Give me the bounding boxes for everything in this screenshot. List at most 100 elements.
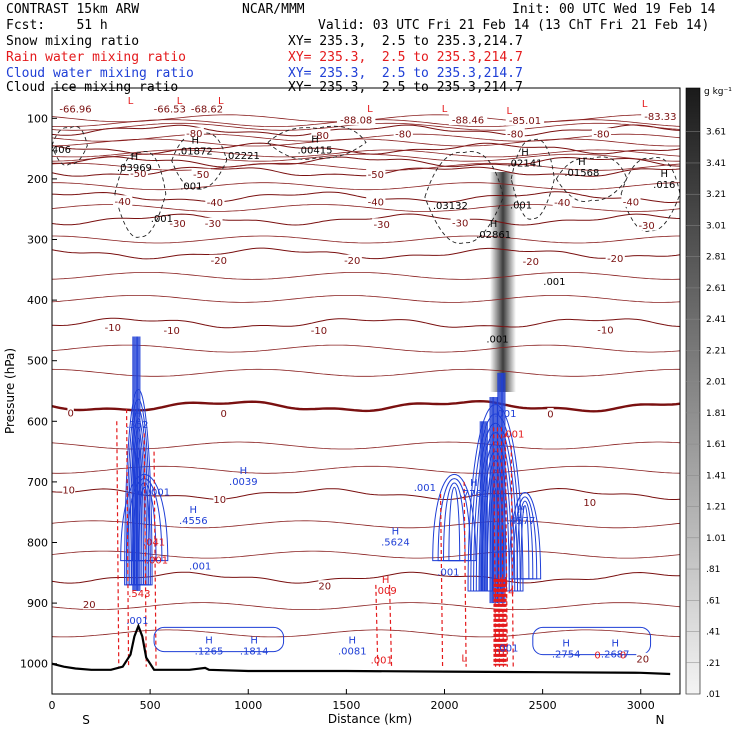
extremum-marker: H [392,526,400,537]
extremum-marker: H [562,639,570,650]
y-tick-label: 200 [27,173,48,186]
colorbar-label: 1.41 [706,471,726,481]
extremum-marker: H [191,136,199,147]
isotherm-line [52,571,680,584]
rain-water-contour [116,421,120,667]
colorbar-label: 2.21 [706,346,726,356]
y-tick-label: 100 [27,112,48,125]
extremum-value: .001 [146,556,168,567]
terrain-line [52,623,671,676]
isotherm-line [52,550,680,559]
y-tick-label: 900 [27,597,48,610]
extremum-value: .001 [502,430,524,441]
isotherm-label: -88.46 [452,116,484,127]
cloud-water-contour [516,500,534,580]
center-label: NCAR/MMM [242,2,305,17]
isotherm-line [52,142,680,155]
isotherm-label-bg [205,196,225,208]
colorbar-label: .41 [706,628,720,638]
y-tick-label: 300 [27,234,48,247]
legend-rain-name: Rain water mixing ratio [6,50,187,65]
extremum-value: 1.14 [492,587,514,598]
x-tick-label: 0 [49,699,56,712]
extremum-value: .001 [148,488,170,499]
extremum-value: .5624 [381,537,410,548]
forecast-hour: Fcst: 51 h [6,18,108,33]
x-tick-label: 3000 [627,699,655,712]
isotherm-label: 20 [318,582,331,593]
cloud-ice-contours [52,125,680,244]
extremum-value: .02141 [507,159,542,170]
isotherm-label-bg [637,219,657,231]
y-tick-label: 700 [27,476,48,489]
isotherm-label-bg [113,195,133,207]
isotherm-label: -50 [193,170,209,181]
y-tick-label: 600 [27,415,48,428]
extremum-marker: L [177,96,183,107]
init-time: Init: 00 UTC Wed 19 Feb 14 [512,2,716,17]
rain-water-contour [153,451,157,667]
isotherm-label: -80 [313,131,329,142]
isotherm-line [52,602,680,610]
y-tick-label: 400 [27,294,48,307]
cloud-water-contour [512,496,538,580]
extremum-value: .0039 [229,477,258,488]
extremum-value: .001 [496,643,518,654]
isotherm-label-bg [203,217,223,229]
isotherm-label-bg [162,324,182,336]
x-tick-label: 500 [140,699,161,712]
isotherm-label: -83.33 [644,112,676,123]
legend-cloud-water-xy: XY= 235.3, 2.5 to 235.3,214.7 [288,66,523,81]
extrema-labels: -66.96 -66.53 -68.62 -88.08 -88.46 -85.01 -83.… [52,96,680,667]
colorbar-label: 1.21 [706,503,726,513]
extremum-value: .2754 [552,650,581,661]
isotherm-label-bg [552,196,572,208]
isotherm-label-bg [168,217,188,229]
isotherm-label-bg [366,195,386,207]
extremum-marker: L [128,96,134,107]
extremum-value: .001 [543,277,565,288]
isotherm-label-bg [450,217,470,229]
y-tick-label: 1000 [20,658,48,671]
cloud-water-contour [508,492,542,580]
isotherm-label-bg [62,483,76,495]
isotherm-label: -10 [164,326,180,337]
extremum-marker: H [382,575,390,586]
extremum-value: .1265 [195,647,224,658]
isotherm-label: -40 [114,197,130,208]
colorbar-label: .21 [706,659,720,669]
extremum-value: .00415 [297,145,332,156]
isotherm-line [52,441,680,450]
cloud-water-contour [448,487,461,562]
extremum-marker: 0 [620,651,626,662]
extremum-marker: L [506,106,512,117]
snow-plume-shading [490,172,516,392]
isotherm-label-bg [591,128,612,140]
isotherm-label-bg [82,598,96,610]
isotherm-line [52,520,680,529]
isotherm-line [52,153,680,162]
extremum-value: .001 [126,616,148,627]
x-axis-label: Distance (km) [328,712,412,726]
isotherm-label: -30 [205,219,221,230]
extremum-value: .016 [653,180,675,191]
extremum-marker: H [661,169,669,180]
extremum-value: .4577 [507,516,536,527]
cloud-water-contour [120,474,169,562]
isotherm-label: -40 [368,197,384,208]
isotherm-label-bg [595,323,616,335]
isotherm-label-bg [448,114,488,126]
isotherm-label-bg [209,254,229,266]
cloud-water-contour [126,478,163,562]
isotherm-line [52,465,680,474]
isotherm-line [52,368,680,377]
isotherm-line [52,235,680,244]
isotherm-label: -10 [597,325,613,336]
colorbar-label: 3.61 [706,128,726,138]
isotherm-label: -30 [452,219,468,230]
isotherm-label-bg [187,103,227,115]
isotherm-line [52,166,680,177]
isotherm-label-bg [309,324,329,336]
temperature-isotherms [52,114,680,638]
